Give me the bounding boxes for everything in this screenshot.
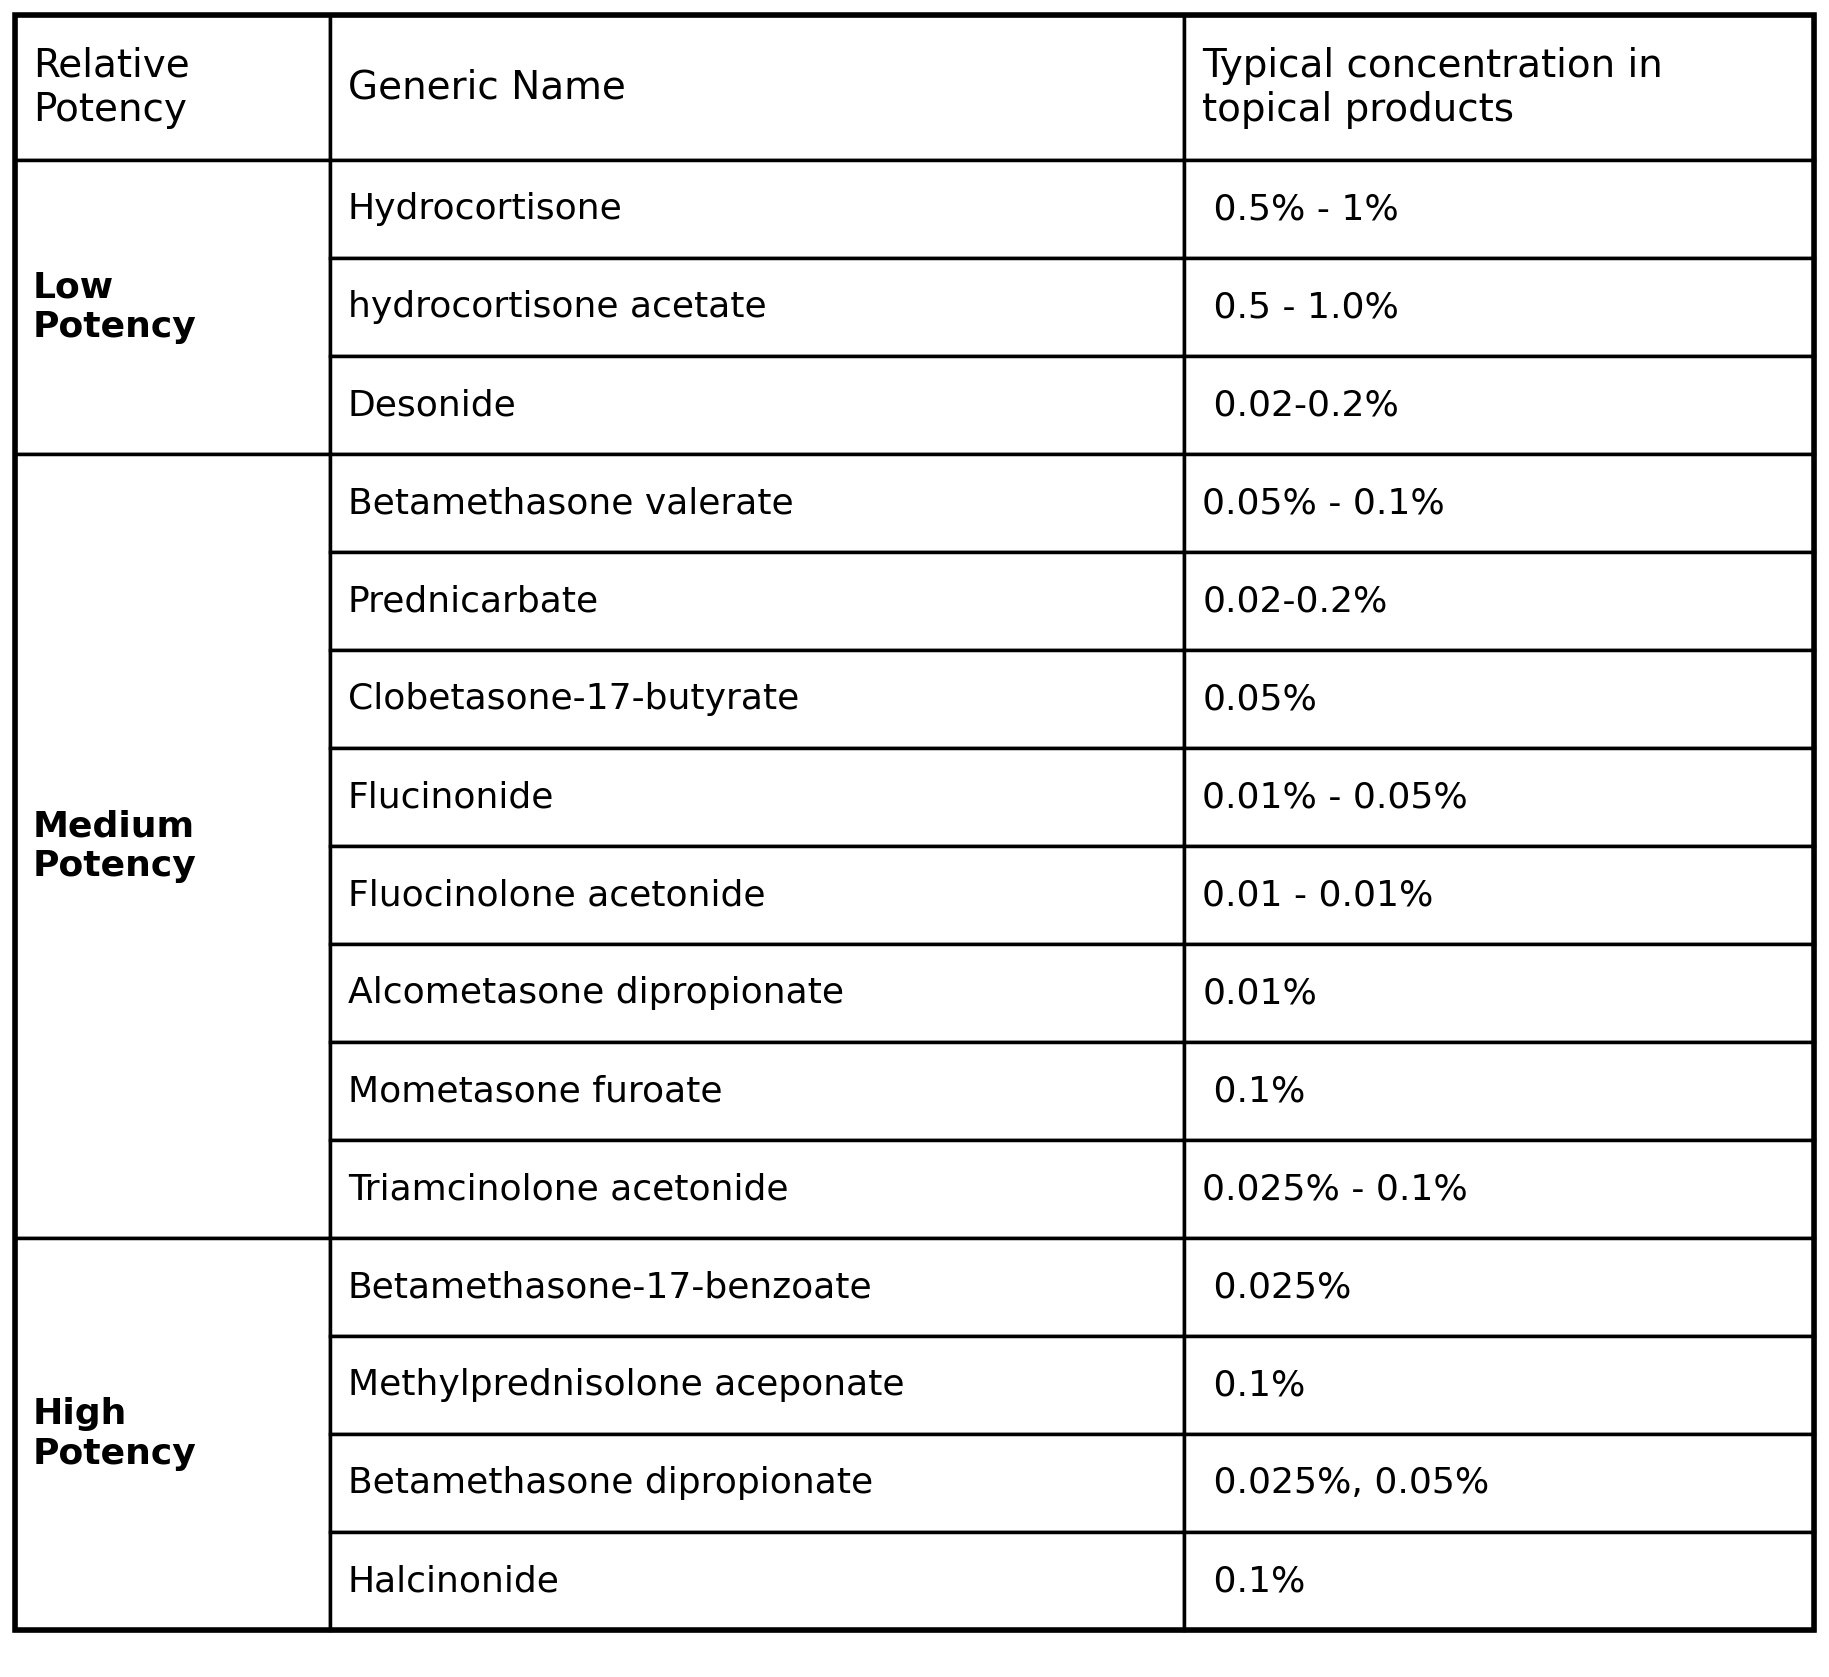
Bar [1185,159,1814,258]
Bar [15,15,329,159]
Bar [1185,258,1814,356]
Text: 0.01% - 0.05%: 0.01% - 0.05% [1202,780,1469,813]
Text: Typical concentration in
topical products: Typical concentration in topical product… [1202,47,1663,129]
Text: Generic Name: Generic Name [348,69,626,107]
Bar [1185,651,1814,748]
Text: Mometasone furoate: Mometasone furoate [348,1073,722,1108]
Bar [329,159,1185,258]
Text: 0.025%, 0.05%: 0.025%, 0.05% [1202,1466,1489,1499]
Text: Alcometasone dipropionate: Alcometasone dipropionate [348,976,843,1010]
Text: Halcinonide: Halcinonide [348,1565,560,1598]
Bar [329,1533,1185,1630]
Bar [329,258,1185,356]
Bar [1185,1140,1814,1238]
Text: 0.5% - 1%: 0.5% - 1% [1202,191,1399,226]
Text: Medium
Potency: Medium Potency [33,810,198,882]
Bar [1185,1041,1814,1140]
Bar [15,1238,329,1630]
Text: 0.05%: 0.05% [1202,683,1317,716]
Bar [1185,1533,1814,1630]
Bar [329,454,1185,552]
Text: Flucinonide: Flucinonide [348,780,554,813]
Bar [1185,748,1814,845]
Text: 0.5 - 1.0%: 0.5 - 1.0% [1202,290,1399,324]
Text: 0.025%: 0.025% [1202,1269,1352,1305]
Text: 0.1%: 0.1% [1202,1368,1306,1402]
Bar [329,1041,1185,1140]
Bar [329,552,1185,651]
Text: 0.1%: 0.1% [1202,1073,1306,1108]
Text: Relative
Potency: Relative Potency [33,47,190,129]
Text: 0.1%: 0.1% [1202,1565,1306,1598]
Text: Clobetasone-17-butyrate: Clobetasone-17-butyrate [348,683,799,716]
Bar [329,356,1185,454]
Text: 0.02-0.2%: 0.02-0.2% [1202,387,1399,423]
Text: Methylprednisolone aceponate: Methylprednisolone aceponate [348,1368,904,1402]
Bar [1185,356,1814,454]
Text: 0.02-0.2%: 0.02-0.2% [1202,584,1388,619]
Bar [1185,1238,1814,1337]
Text: Betamethasone valerate: Betamethasone valerate [348,486,794,520]
Bar [1185,454,1814,552]
Text: Fluocinolone acetonide: Fluocinolone acetonide [348,879,765,912]
Text: High
Potency: High Potency [33,1397,198,1471]
Text: 0.01%: 0.01% [1202,976,1317,1010]
Bar [1185,15,1814,159]
Text: Desonide: Desonide [348,387,516,423]
Bar [1185,1337,1814,1434]
Bar [329,1238,1185,1337]
Bar [329,748,1185,845]
Bar [1185,552,1814,651]
Bar [1185,845,1814,944]
Bar [15,159,329,454]
Text: 0.01 - 0.01%: 0.01 - 0.01% [1202,879,1434,912]
Text: Betamethasone dipropionate: Betamethasone dipropionate [348,1466,872,1499]
Bar [329,1337,1185,1434]
Text: 0.05% - 0.1%: 0.05% - 0.1% [1202,486,1445,520]
Text: Hydrocortisone: Hydrocortisone [348,191,622,226]
Bar [329,944,1185,1041]
Bar [1185,1434,1814,1533]
Bar [329,15,1185,159]
Text: Betamethasone-17-benzoate: Betamethasone-17-benzoate [348,1269,872,1305]
Bar [329,651,1185,748]
Bar [15,454,329,1238]
Text: 0.025% - 0.1%: 0.025% - 0.1% [1202,1172,1469,1206]
Bar [329,1434,1185,1533]
Text: hydrocortisone acetate: hydrocortisone acetate [348,290,766,324]
Text: Low
Potency: Low Potency [33,270,198,344]
Text: Triamcinolone acetonide: Triamcinolone acetonide [348,1172,788,1206]
Bar [1185,944,1814,1041]
Bar [329,845,1185,944]
Text: Prednicarbate: Prednicarbate [348,584,598,619]
Bar [329,1140,1185,1238]
